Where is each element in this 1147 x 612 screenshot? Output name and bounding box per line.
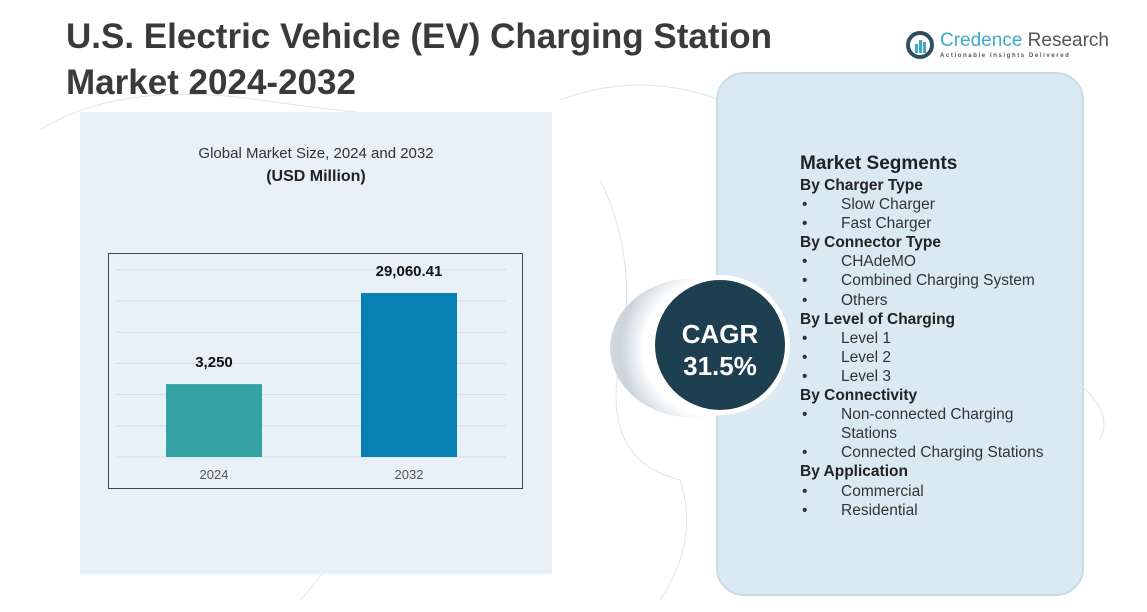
segment-category: By Connector Type: [800, 234, 941, 252]
logo-name-2: Research: [1022, 30, 1109, 51]
bar-2024: [166, 384, 262, 457]
segment-item: • Residential: [800, 501, 1071, 520]
bullet-icon: •: [802, 367, 808, 385]
bullet-icon: •: [802, 253, 808, 271]
segment-item-label: Combined Charging System: [841, 272, 1035, 290]
segment-item-label: Level 3: [841, 367, 891, 385]
segment-category: By Level of Charging: [800, 310, 956, 328]
cagr-label: CAGR: [681, 319, 759, 349]
chart-panel: [80, 112, 552, 574]
x-tick-label: 2032: [395, 467, 424, 482]
segment-item: • Level 3: [800, 367, 1071, 386]
segment-item-label: CHAdeMO: [841, 253, 916, 271]
segment-item: • Others: [800, 291, 1071, 310]
bullet-icon: •: [802, 329, 808, 347]
segment-item-label: Others: [841, 291, 888, 309]
segment-item: • Level 2: [800, 348, 1071, 367]
title-line-2: Market 2024-2032: [66, 63, 356, 102]
bullet-icon: •: [802, 272, 808, 290]
bullet-icon: •: [802, 444, 808, 462]
title-line-1: U.S. Electric Vehicle (EV) Charging Stat…: [66, 17, 772, 56]
segment-category: By Connectivity: [800, 387, 918, 405]
segment-item-label: Fast Charger: [841, 215, 932, 233]
segment-item: • Commercial: [800, 482, 1071, 501]
x-tick-label: 2024: [200, 467, 229, 482]
bullet-icon: •: [802, 348, 808, 366]
chart-border: [108, 253, 523, 489]
chart-subtitle: (USD Million): [266, 168, 366, 185]
cagr-badge: CAGR 31.5%: [650, 275, 790, 415]
bullet-icon: •: [802, 406, 808, 424]
segment-item: • Connected Charging Stations: [800, 443, 1071, 462]
segment-item-label: Connected Charging Stations: [841, 444, 1044, 462]
data-label: 3,250: [195, 354, 233, 371]
segment-item: • Combined Charging System: [800, 271, 1071, 290]
segment-item: • Non-connected Charging Stations: [800, 405, 1071, 443]
segment-item: • Fast Charger: [800, 214, 1071, 233]
market-segments: Market Segments By Charger Type • Slow Cha…: [800, 152, 1071, 520]
segment-item-label: Non-connected Charging Stations: [841, 406, 1014, 443]
segment-category: By Charger Type: [800, 177, 923, 194]
bar-2032: [361, 293, 457, 457]
cagr-value: 31.5%: [683, 351, 757, 381]
segment-item: • CHAdeMO: [800, 252, 1071, 271]
bullet-icon: •: [802, 196, 808, 214]
bullet-icon: •: [802, 215, 808, 233]
logo-name: Credence: [940, 30, 1023, 51]
logo-icon: [906, 30, 934, 59]
segment-item-label: Slow Charger: [841, 196, 935, 214]
page-title: U.S. Electric Vehicle (EV) Charging Stat…: [66, 14, 772, 106]
data-label: 29,060.41: [376, 263, 443, 280]
bar-chart: 3,250 2024 29,060.41 2032: [108, 253, 523, 489]
bullet-icon: •: [802, 482, 808, 500]
bullet-icon: •: [802, 501, 808, 519]
segment-category: By Application: [800, 463, 908, 481]
segment-item-label: Commercial: [841, 482, 924, 500]
segments-title: Market Segments: [800, 153, 958, 174]
segment-item: • Slow Charger: [800, 195, 1071, 214]
credence-research-logo: Credence Research Actionable Insights De…: [906, 30, 1109, 59]
logo-tagline: Actionable Insights Delivered: [940, 53, 1071, 59]
segment-item: • Level 1: [800, 329, 1071, 348]
chart-title: Global Market Size, 2024 and 2032: [198, 145, 434, 162]
segment-item-label: Level 1: [841, 329, 891, 347]
bullet-icon: •: [802, 291, 808, 309]
segment-item-label: Residential: [841, 501, 918, 519]
segment-item-label: Level 2: [841, 348, 891, 366]
